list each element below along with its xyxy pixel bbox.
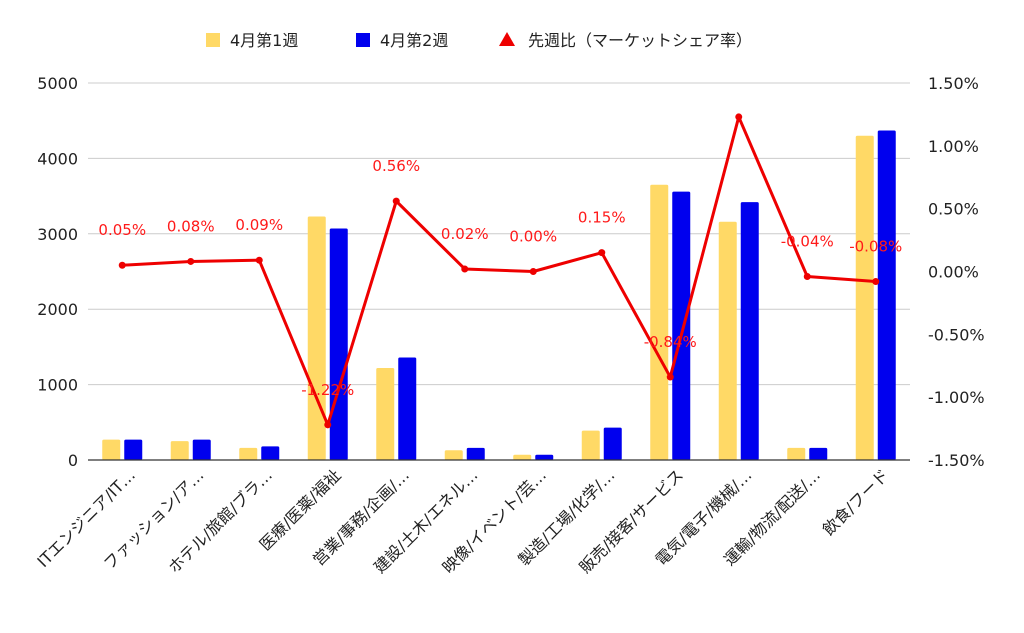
data-labels: 0.05% 0.08% 0.09% -1.22% 0.56% 0.02% 0.00% 0.15… <box>98 157 902 399</box>
y-right-tick-label: 1.00% <box>928 137 979 156</box>
y-left-tick-label: 0 <box>68 451 78 470</box>
data-label: -0.84% <box>644 333 697 351</box>
legend: 4月第1週 4月第2週 先週比（マーケットシェア率） <box>206 31 752 50</box>
x-axis-categories: ITエンジニア/IT…ファッション/ア…ホテル/旅館/ブラ…医療/医薬/福祉営業… <box>33 465 892 577</box>
bar-week1 <box>650 184 669 461</box>
bar-week1 <box>239 447 258 460</box>
bar-week1 <box>170 441 189 460</box>
y-right-tick-label: 0.50% <box>928 200 979 219</box>
bar-week1 <box>855 135 874 460</box>
y-right-tick-label: -0.50% <box>928 325 985 344</box>
category-label: 飲食/フード <box>819 465 893 539</box>
bar-week2 <box>877 130 896 460</box>
share-point <box>324 421 332 429</box>
bar-week2 <box>261 446 280 460</box>
bar-week2 <box>809 447 828 460</box>
share-point <box>666 373 674 381</box>
bars <box>102 130 896 461</box>
bar-week1 <box>376 368 395 460</box>
share-point <box>735 113 743 121</box>
bar-week2 <box>398 357 417 460</box>
bar-week2 <box>329 228 348 460</box>
data-label: 0.15% <box>578 209 626 227</box>
data-label: 0.00% <box>509 228 557 246</box>
share-point <box>803 273 811 281</box>
share-point <box>598 249 606 257</box>
data-label: -0.08% <box>849 238 902 256</box>
legend-label-week2: 4月第2週 <box>380 31 448 50</box>
bar-week1 <box>718 221 737 460</box>
legend-label-share: 先週比（マーケットシェア率） <box>528 31 752 50</box>
y-axis-left: 5000 4000 3000 2000 1000 0 <box>37 74 78 470</box>
data-label: -1.22% <box>301 381 354 399</box>
bar-week1 <box>513 454 532 460</box>
bar-week1 <box>787 447 806 460</box>
data-label: 0.05% <box>98 221 146 239</box>
data-label: 0.08% <box>167 217 215 235</box>
bar-week2 <box>603 427 622 460</box>
bar-week1 <box>444 450 463 460</box>
y-right-tick-label: -1.00% <box>928 388 985 407</box>
share-point <box>461 265 469 273</box>
bar-week1 <box>102 439 121 460</box>
legend-triangle-icon <box>499 32 515 46</box>
legend-swatch-week1 <box>206 33 220 47</box>
share-point <box>118 261 126 269</box>
y-left-tick-label: 4000 <box>37 149 78 168</box>
y-left-tick-label: 3000 <box>37 225 78 244</box>
legend-label-week1: 4月第1週 <box>230 31 298 50</box>
bar-week2 <box>466 447 485 460</box>
bar-week1 <box>307 216 326 460</box>
share-point <box>872 278 880 286</box>
bar-week1 <box>581 430 600 460</box>
share-point <box>529 268 537 275</box>
data-label: 0.56% <box>372 157 420 175</box>
legend-swatch-week2 <box>356 33 370 47</box>
y-right-tick-label: -1.50% <box>928 451 985 470</box>
y-axis-right: 1.50% 1.00% 0.50% 0.00% -0.50% -1.00% -1.50% <box>928 74 985 470</box>
share-point <box>392 197 400 205</box>
bar-week2 <box>535 454 554 460</box>
share-line-path <box>122 115 876 427</box>
share-point <box>187 257 195 265</box>
y-right-tick-label: 1.50% <box>928 74 979 93</box>
data-label: 0.09% <box>235 216 283 234</box>
y-right-tick-label: 0.00% <box>928 263 979 282</box>
bar-week2 <box>124 439 143 460</box>
data-label: 0.02% <box>441 225 489 243</box>
gridlines <box>88 82 910 386</box>
data-label: -0.04% <box>781 233 834 251</box>
bar-week2 <box>192 439 211 460</box>
y-left-tick-label: 2000 <box>37 300 78 319</box>
y-left-tick-label: 1000 <box>37 376 78 395</box>
y-left-tick-label: 5000 <box>37 74 78 93</box>
share-line <box>118 113 880 429</box>
bar-week2 <box>672 191 691 461</box>
share-point <box>255 256 263 264</box>
bar-week2 <box>740 202 759 460</box>
